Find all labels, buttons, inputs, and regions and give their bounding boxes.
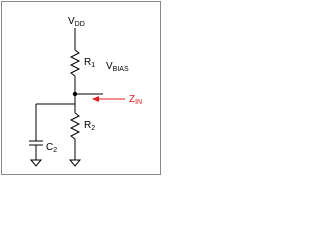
label-part: 2 [53,147,57,154]
label-part: 1 [91,62,95,69]
r2-label: R2 [84,120,95,132]
circuit-diagram: VDD R1 VBIAS ZIN C2 R2 [1,1,161,175]
label-part: R [84,57,91,68]
label-part: R [84,120,91,131]
vbias-label: VBIAS [106,61,129,73]
label-part: V [106,61,113,72]
r1-label: R1 [84,57,95,69]
zin-arrowhead [92,96,99,102]
label-part: V [68,16,75,27]
label-part: 2 [91,125,95,132]
frame [1,1,161,175]
vdd-label: VDD [68,16,85,28]
label-part: C [46,142,53,153]
resistor-r2 [69,112,81,140]
c2-label: C2 [46,142,57,154]
ground [29,159,43,167]
label-part: IN [135,99,142,106]
label-part: Z [129,94,135,105]
zin-label: ZIN [129,94,142,106]
label-part: DD [75,21,85,28]
label-part: BIAS [113,66,129,73]
resistor-r1 [69,49,81,77]
ground [68,159,82,167]
